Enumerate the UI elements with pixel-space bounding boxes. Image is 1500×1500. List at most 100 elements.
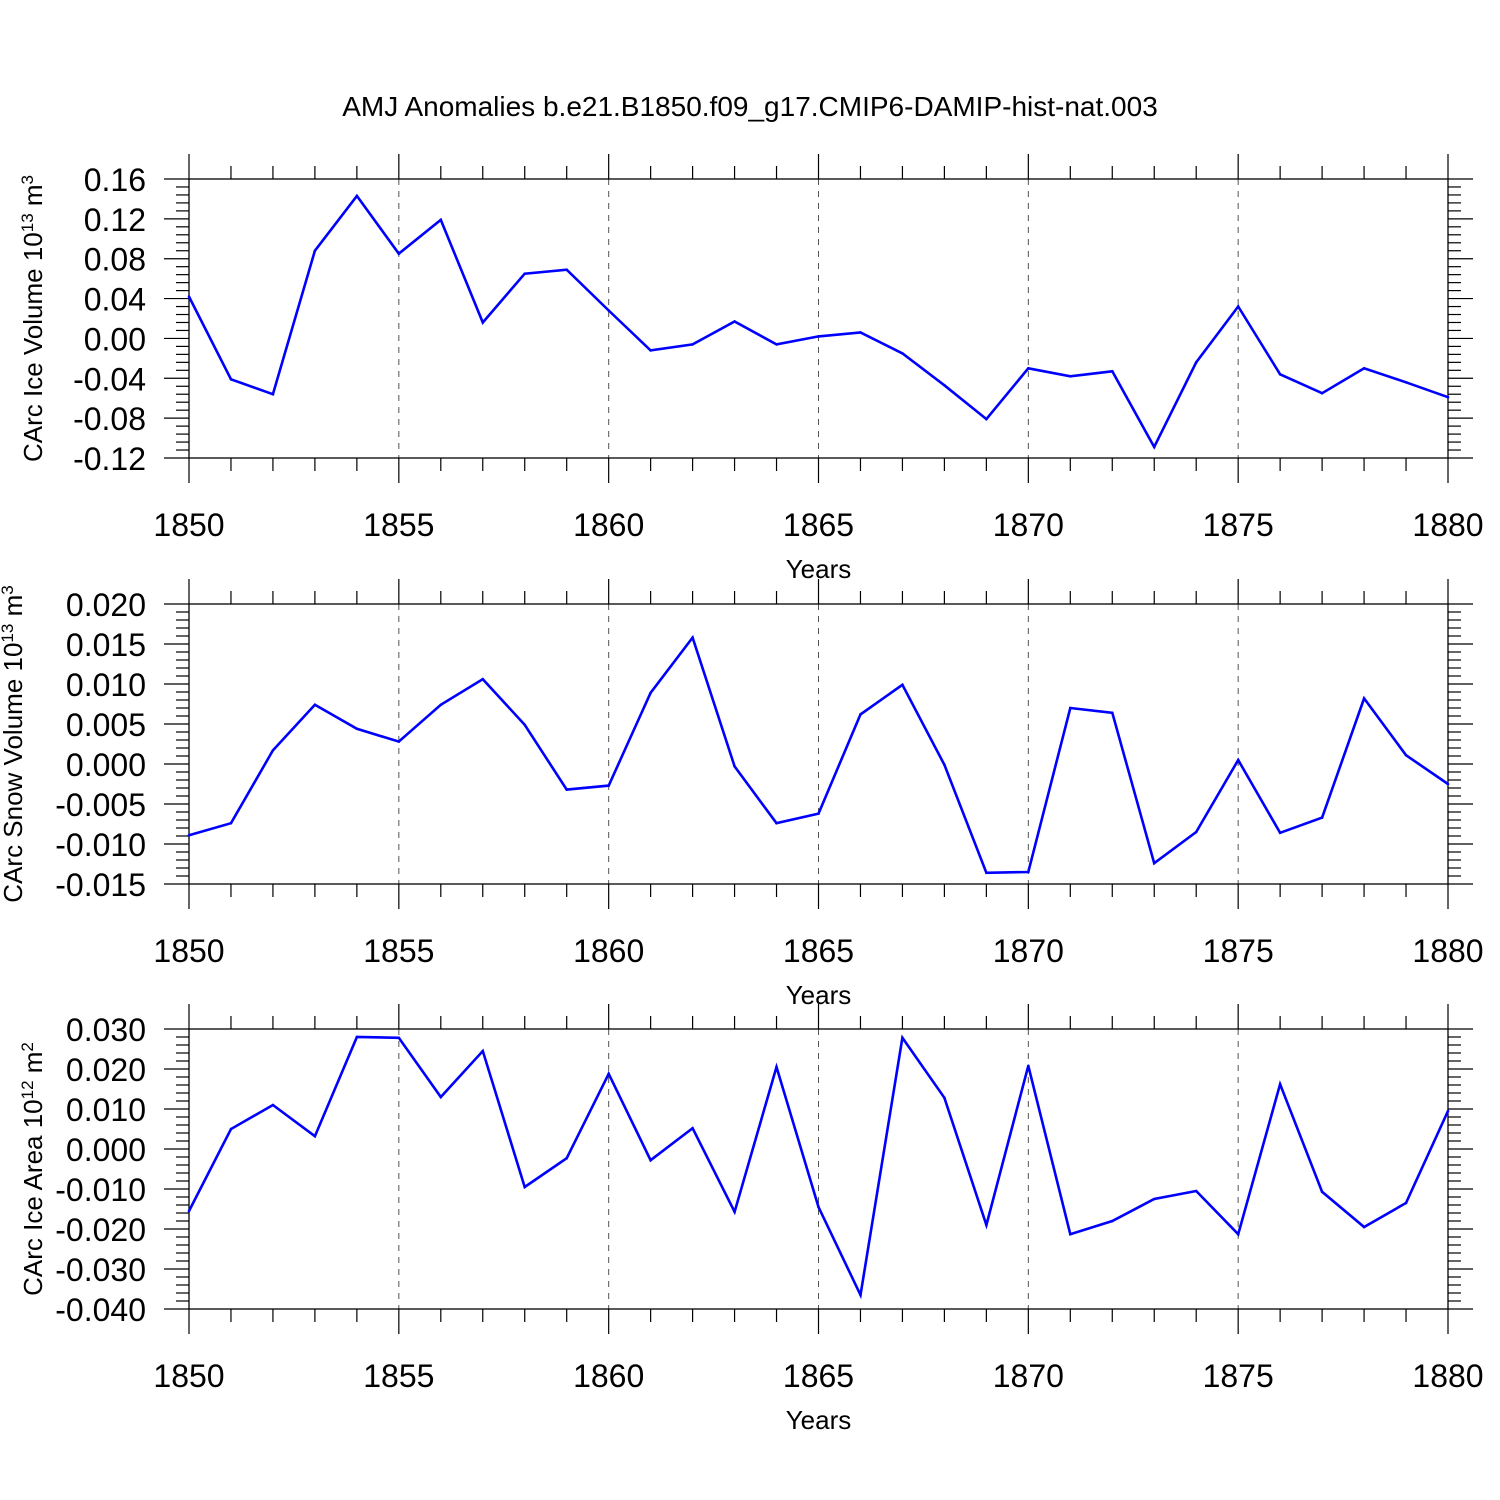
y-tick-label: -0.010 (55, 827, 146, 863)
data-point (355, 194, 359, 198)
x-tick-label: 1880 (1412, 933, 1483, 969)
data-point (397, 740, 401, 743)
y-tick-label: -0.015 (55, 867, 146, 903)
data-point (1110, 370, 1114, 373)
data-point (229, 1127, 233, 1131)
data-point (607, 309, 610, 312)
y-axis-title-exponent: 13 (0, 624, 17, 643)
data-point (481, 677, 485, 681)
figure-title: AMJ Anomalies b.e21.B1850.f09_g17.CMIP6-… (342, 91, 1158, 122)
x-tick-label: 1880 (1412, 507, 1483, 543)
data-point (1069, 706, 1072, 710)
data-point (1320, 1190, 1324, 1194)
data-point (1362, 1225, 1366, 1229)
data-point (523, 723, 527, 727)
data-point (691, 636, 694, 639)
x-tick-label: 1860 (573, 1358, 644, 1394)
x-tick-label: 1850 (153, 933, 224, 969)
y-tick-label: 0.16 (84, 162, 146, 198)
data-point (1404, 1201, 1408, 1205)
x-tick-label: 1860 (573, 507, 644, 543)
data-point (607, 1072, 610, 1076)
y-tick-label: -0.08 (73, 401, 146, 437)
x-tick-label: 1850 (153, 507, 224, 543)
data-point (943, 763, 946, 767)
data-point (187, 1209, 191, 1213)
data-point (691, 1126, 694, 1130)
data-point (649, 349, 652, 352)
data-point (523, 272, 527, 275)
data-point (901, 683, 904, 687)
y-tick-label: 0.00 (84, 321, 146, 357)
data-point (439, 703, 443, 707)
data-point (229, 377, 233, 381)
data-point (1152, 445, 1156, 449)
data-point (1236, 1232, 1240, 1236)
data-point (859, 713, 862, 716)
chart-panel-3: 0.030 0.020 0.010 0.000 -0.010 -0.020 -0.030 -0… (18, 1004, 1484, 1435)
data-point (187, 833, 191, 837)
data-point (397, 1036, 401, 1040)
x-tick-label: 1870 (993, 507, 1064, 543)
data-point (775, 821, 778, 825)
x-tick-label: 1860 (573, 933, 644, 969)
y-tick-label: -0.020 (55, 1212, 146, 1248)
data-point (649, 1158, 652, 1162)
x-tick-label: 1865 (783, 1358, 854, 1394)
y-axis-title-unit-exponent: 3 (18, 175, 37, 184)
data-point (1152, 1197, 1156, 1201)
data-point (775, 343, 778, 346)
y-tick-label: -0.005 (55, 787, 146, 823)
data-point (1320, 816, 1324, 819)
y-axis-title: CArc Ice Volume 1013 m3 (18, 175, 49, 462)
y-axis-title-unit: m (18, 184, 48, 213)
y-axis-title: CArc Ice Area 1012 m2 (18, 1042, 49, 1296)
data-point (565, 268, 568, 271)
data-point (817, 335, 820, 338)
data-point (1194, 830, 1198, 834)
data-point (775, 1065, 778, 1069)
data-point (649, 691, 652, 695)
data-point (817, 812, 820, 815)
data-point (859, 1293, 862, 1297)
data-point (1404, 380, 1408, 384)
y-tick-label: 0.08 (84, 242, 146, 278)
data-point (187, 295, 191, 298)
y-axis-title-exponent: 13 (18, 213, 37, 232)
data-point (565, 1156, 568, 1160)
data-point (1110, 711, 1114, 715)
data-point (1110, 1219, 1114, 1223)
y-axis-title-unit: m (18, 1052, 48, 1081)
y-tick-label: 0.010 (66, 667, 146, 703)
data-point (271, 1103, 275, 1107)
data-point (733, 320, 736, 323)
data-point (355, 1035, 359, 1039)
chart-panel-2: 0.020 0.015 0.010 0.005 0.000 -0.005 -0.010 -0.… (0, 579, 1484, 1010)
x-tick-label: 1870 (993, 933, 1064, 969)
data-point (1194, 1189, 1198, 1193)
data-point (901, 352, 904, 355)
data-point (1152, 861, 1156, 865)
data-point (1069, 374, 1072, 378)
data-point (1027, 367, 1030, 370)
data-point (355, 727, 359, 731)
y-tick-label: 0.000 (66, 747, 146, 783)
y-tick-label: 0.020 (66, 587, 146, 623)
y-tick-label: -0.12 (73, 441, 146, 477)
y-tick-label: -0.040 (55, 1292, 146, 1328)
x-tick-label: 1855 (363, 933, 434, 969)
y-axis-title-main: CArc Ice Volume 10 (18, 232, 48, 462)
data-point (1404, 753, 1408, 757)
y-tick-label: 0.030 (66, 1012, 146, 1048)
data-point (271, 392, 275, 396)
y-tick-label: -0.030 (55, 1252, 146, 1288)
y-tick-label: 0.010 (66, 1092, 146, 1128)
x-tick-label: 1875 (1203, 1358, 1274, 1394)
data-point (1362, 367, 1366, 370)
y-tick-label: -0.010 (55, 1172, 146, 1208)
y-axis-title-unit-exponent: 2 (18, 1042, 37, 1051)
data-point (439, 1095, 443, 1099)
